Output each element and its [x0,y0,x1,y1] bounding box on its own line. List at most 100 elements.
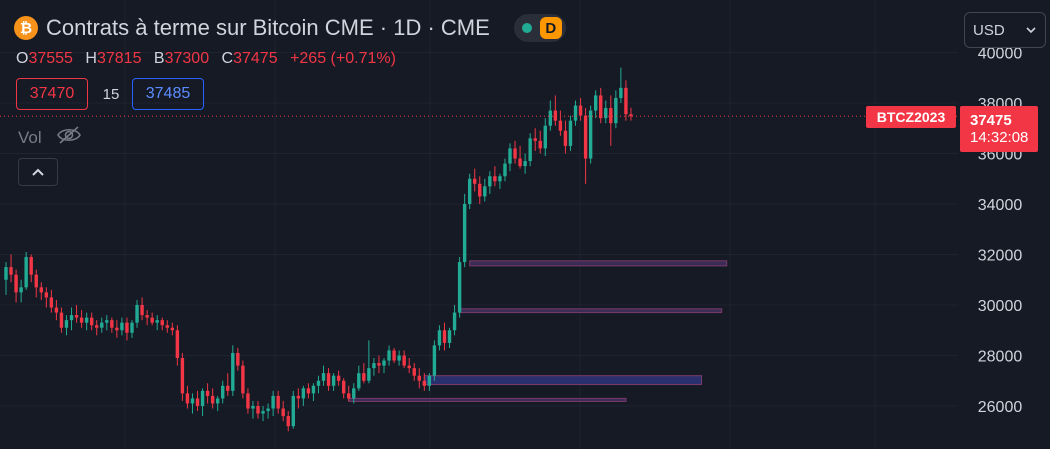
candle-body [39,287,43,293]
candle-body [79,317,84,323]
candle-body [54,307,59,313]
eye-crossed-icon[interactable] [56,126,82,149]
candle-body [175,330,180,359]
candle-body [533,138,537,141]
candle-body [382,360,386,366]
candle-body [493,176,497,182]
candle-body [74,315,79,318]
candle-body [286,416,290,427]
candle-body [352,388,356,399]
candle-body [583,115,588,159]
y-tick-label: 40000 [978,46,1023,63]
candle-body [24,257,28,288]
candle-body [64,320,69,328]
candle-body [29,257,33,275]
open-value: 37555 [28,50,73,67]
symbol-title[interactable]: Contrats à terme sur Bitcoin CME · 1D · … [46,15,490,40]
buy-button[interactable]: 37485 [132,78,204,110]
candle-body [241,365,245,394]
candle-body [34,274,38,288]
candle-body [256,406,260,414]
chart-header: ₿ Contrats à terme sur Bitcoin CME · 1D … [14,14,566,42]
candle-body [14,274,18,293]
sell-button[interactable]: 37470 [16,78,88,110]
candle-body [331,375,336,386]
candle-body [392,350,396,361]
y-tick-label: 28000 [978,349,1023,366]
candle-body [367,368,371,381]
low-label: B [153,50,165,67]
candle-body [190,398,195,404]
candle-body [422,380,427,386]
candle-body [412,368,416,376]
candle-body [427,375,432,386]
candle-body [523,161,527,167]
candle-body [170,327,175,331]
candle-body [125,322,129,333]
candle-body [452,312,457,331]
y-tick-label: 32000 [978,248,1023,265]
candle-body [372,363,376,369]
candle-body [467,178,472,204]
last-price-tag: 37475 14:32:08 [960,106,1038,152]
candle-body [442,330,447,343]
candle-body [503,163,507,177]
last-price-value: 37475 [970,112,1012,129]
candle-body [296,395,301,399]
candle-body [407,365,411,369]
y-tick-label: 34000 [978,197,1023,214]
candle-body [89,317,94,326]
candle-body [95,325,99,328]
candle-body [271,395,275,409]
candle-body [609,108,613,124]
candle-body [437,330,442,346]
delayed-data-badge[interactable]: D [539,17,562,39]
candle-body [599,95,603,119]
candle-body [19,287,23,293]
candle-body [563,130,568,146]
candle-body [210,395,215,404]
supply-demand-zone [469,260,728,267]
market-status[interactable]: D [513,14,566,42]
collapse-legend-button[interactable] [18,158,58,186]
candle-body [44,292,49,298]
candle-body [195,398,200,406]
spread-value: 15 [102,85,120,103]
candle-body [568,120,573,146]
candle-body [432,345,437,376]
chevron-down-icon [1026,27,1036,34]
candle-body [336,375,341,381]
candle-body [160,320,164,326]
candle-body [316,380,321,386]
candle-body [377,363,381,366]
candle-body [165,325,169,328]
candle-body [508,148,512,164]
market-open-dot-icon [521,23,532,33]
candle-body [115,327,119,331]
candle-body [588,110,593,159]
open-label: O [16,50,29,67]
candle-body [553,110,558,121]
candle-body [215,398,220,404]
volume-legend: Vol [18,126,82,149]
close-label: C [221,50,234,67]
candle-body [347,393,351,399]
candle-body [105,320,109,323]
candle-body [528,138,532,162]
candle-body [357,373,361,389]
candle-body [321,373,326,381]
supply-demand-zone [459,308,723,314]
candle-body [145,315,149,318]
candle-body [140,305,144,316]
candle-body [397,355,401,361]
chevron-up-icon [32,168,44,176]
candle-body [593,95,598,111]
candle-body [291,395,295,427]
currency-select[interactable]: USD [964,12,1046,48]
candle-body [231,352,235,391]
candle-body [538,140,542,149]
candle-body [457,262,462,313]
candle-body [578,105,583,116]
candle-body [69,315,74,321]
